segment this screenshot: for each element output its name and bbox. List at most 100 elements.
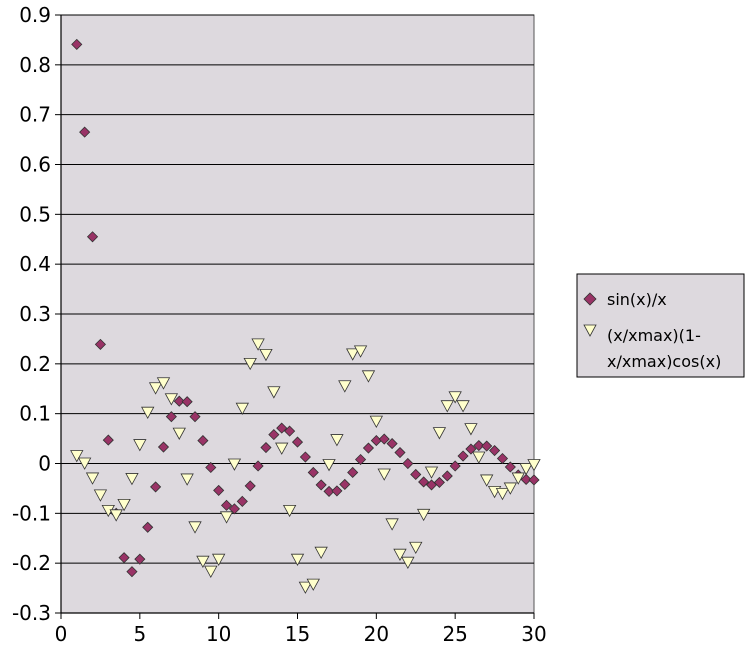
data-point: [252, 460, 264, 472]
data-point: [298, 581, 313, 594]
data-point: [331, 485, 343, 497]
data-point: [418, 476, 430, 488]
data-point: [448, 391, 462, 404]
data-point: [126, 566, 138, 578]
data-point: [464, 423, 478, 436]
x-tick-label: 5: [133, 622, 146, 646]
data-point: [196, 555, 210, 569]
y-axis-ticks: 0.9 0.8 0.7 0.6 0.5 0.4 0.3 0.2 0.1 0 -0.1 -0.2 -0.3: [12, 3, 61, 625]
y-tick-label: 0.6: [19, 153, 51, 177]
data-point: [473, 439, 485, 452]
data-point: [77, 457, 92, 470]
data-point: [71, 38, 83, 50]
data-point: [307, 466, 319, 479]
data-point: [449, 460, 461, 472]
data-point: [456, 400, 470, 413]
data-point: [291, 436, 304, 448]
data-point: [268, 429, 280, 441]
data-point: [150, 481, 162, 493]
data-point: [402, 457, 414, 470]
legend-marker-sin: [583, 292, 597, 306]
y-tick-label: 0.4: [19, 252, 51, 276]
data-point: [188, 521, 202, 534]
legend: sin(x)/x (x/xmax)(1- x/xmax)cos(x): [576, 273, 745, 378]
legend-label-cos-line2: x/xmax)cos(x): [607, 352, 721, 371]
legend-box: [576, 273, 745, 378]
data-point: [93, 489, 108, 502]
y-tick-label: 0.3: [19, 302, 51, 326]
x-tick-label: 15: [285, 622, 310, 646]
x-tick-label: 30: [521, 622, 546, 646]
data-point: [244, 480, 256, 492]
data-point: [165, 411, 177, 423]
data-point: [433, 476, 445, 489]
data-point: [503, 482, 518, 495]
data-point: [315, 479, 327, 491]
data-point: [527, 459, 541, 472]
data-point: [276, 422, 288, 434]
data-point: [504, 461, 516, 473]
data-point: [180, 473, 194, 486]
data-point: [393, 548, 407, 562]
data-point: [401, 556, 415, 570]
data-point: [355, 453, 367, 466]
data-point: [472, 451, 486, 464]
data-point: [227, 458, 242, 471]
data-point: [205, 461, 217, 474]
y-tick-label: -0.2: [12, 551, 51, 575]
data-point: [260, 441, 272, 454]
data-point: [259, 348, 273, 362]
x-tick-label: 10: [206, 622, 231, 646]
data-point: [211, 553, 226, 567]
data-point: [133, 439, 147, 452]
data-point: [378, 433, 390, 445]
data-point: [172, 427, 186, 440]
data-point: [495, 488, 510, 501]
data-point: [219, 511, 234, 524]
data-point: [528, 474, 540, 486]
data-point: [142, 521, 154, 533]
data-point: [457, 450, 469, 462]
data-point: [432, 427, 447, 440]
data-point: [94, 338, 106, 350]
x-axis-ticks: 0 5 10 15 20 25 30: [55, 613, 547, 646]
data-point: [481, 440, 493, 452]
data-point: [251, 338, 265, 351]
data-point: [79, 126, 91, 138]
legend-label-sin: sin(x)/x: [607, 290, 667, 309]
data-point: [519, 463, 533, 476]
data-point: [306, 578, 320, 591]
data-point: [489, 444, 501, 457]
y-tick-label: 0.5: [19, 202, 51, 226]
data-point: [338, 380, 352, 393]
x-tick-label: 25: [442, 622, 467, 646]
data-point: [322, 459, 336, 472]
y-tick-label: 0.2: [19, 352, 51, 376]
legend-label-cos-line1: (x/xmax)(1-: [607, 326, 701, 345]
data-point: [282, 504, 297, 518]
y-tick-label: 0.8: [19, 53, 51, 77]
y-tick-label: 0.1: [19, 402, 51, 426]
data-point: [109, 509, 123, 522]
data-point: [385, 518, 399, 531]
data-point: [86, 231, 99, 243]
data-point: [204, 565, 218, 578]
data-point: [496, 452, 509, 465]
data-point: [409, 541, 423, 555]
data-point: [346, 348, 360, 361]
data-point: [511, 472, 525, 485]
data-point: [377, 468, 391, 481]
legend-marker-cos: [583, 324, 597, 337]
x-tick-label: 0: [55, 622, 68, 646]
data-point: [410, 468, 422, 481]
data-point: [102, 434, 114, 446]
data-point: [267, 386, 281, 399]
data-series: [70, 38, 541, 594]
data-point: [148, 382, 163, 395]
y-tick-label: 0: [38, 452, 51, 476]
data-point: [134, 553, 146, 565]
data-point: [70, 450, 84, 463]
data-point: [369, 415, 384, 428]
data-point: [314, 546, 328, 560]
